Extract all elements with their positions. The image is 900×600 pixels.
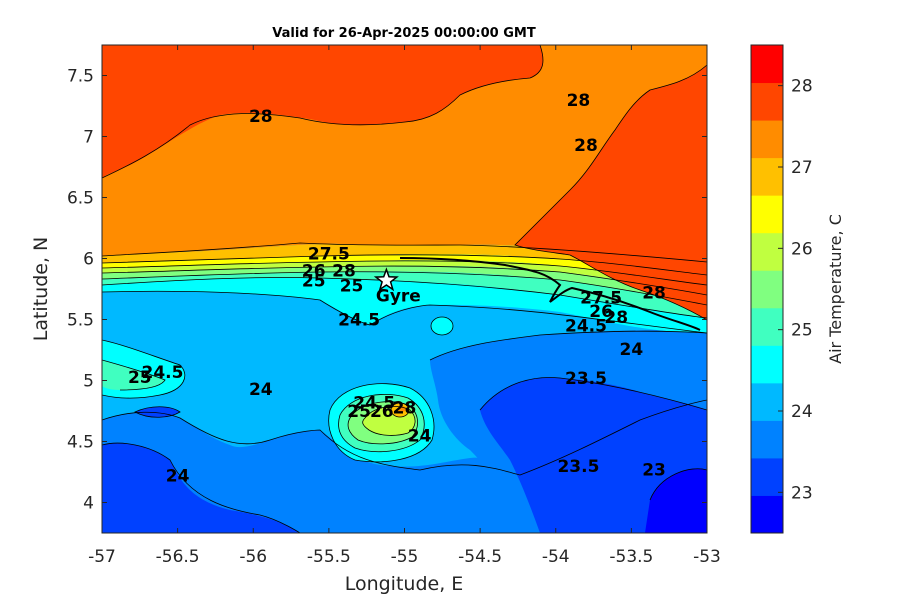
contour-label: 24.5 xyxy=(565,317,607,337)
colorbar-swatch xyxy=(751,420,783,459)
contour-label: 28 xyxy=(393,398,417,418)
y-tick-label: 5.5 xyxy=(67,311,94,331)
contour-label: 24.5 xyxy=(353,393,395,413)
band-28-northwest xyxy=(102,45,543,178)
filled-contours xyxy=(102,45,707,533)
contour-label: 23 xyxy=(642,461,666,481)
contour-label: 25 xyxy=(347,402,371,422)
contour-label: 27.5 xyxy=(580,289,622,309)
x-tick-label: -56 xyxy=(239,547,267,567)
colorbar-frame xyxy=(750,44,784,534)
colorbar-swatch xyxy=(751,45,783,84)
contour-label: 24.5 xyxy=(338,311,380,331)
contour-label: 25 xyxy=(340,276,364,296)
band-24-5-front xyxy=(102,277,707,333)
y-tick-label: 4.5 xyxy=(67,433,94,453)
star-marker-icon xyxy=(373,267,399,292)
marker-label: Gyre xyxy=(376,286,421,306)
band-22-5-patch xyxy=(645,468,707,533)
y-tick-label: 7 xyxy=(83,128,94,148)
colorbar-swatch xyxy=(751,457,783,496)
contour-label: 26 xyxy=(302,262,326,282)
x-axis-label: Longitude, E xyxy=(345,573,464,595)
x-tick-label: -54.5 xyxy=(458,547,502,567)
y-tick-label: 7.5 xyxy=(67,67,94,87)
contour-label: 25 xyxy=(302,271,326,291)
y-tick-label: 6 xyxy=(83,250,94,270)
contour-label: 28 xyxy=(567,91,591,111)
band-26-front xyxy=(102,260,707,295)
x-tick-label: -56.5 xyxy=(156,547,200,567)
y-axis-label: Latitude, N xyxy=(30,237,52,342)
colorbar-swatch xyxy=(751,195,783,234)
contour-label: 28 xyxy=(332,262,356,282)
colorbar-swatch xyxy=(751,120,783,159)
x-tick-label: -53 xyxy=(693,547,721,567)
colorbar-tick-label: 25 xyxy=(791,321,813,341)
x-tick-label: -54 xyxy=(542,547,570,567)
x-axis: -57 -56.5 -56 -55.5 -55 -54.5 -54 -53.5 -53 xyxy=(88,45,721,567)
colorbar-label: Air Temperature, C xyxy=(826,214,845,364)
contour-lines xyxy=(102,45,707,533)
band-24-5-islet xyxy=(431,317,453,335)
x-tick-label: -57 xyxy=(88,547,116,567)
colorbar-tick-label: 28 xyxy=(791,77,813,97)
y-axis: 7.5 7 6.5 6 5.5 5 4.5 4 xyxy=(67,67,707,514)
contour-label: 28 xyxy=(574,136,598,156)
band-28-east xyxy=(515,65,707,320)
band-25-front xyxy=(102,271,707,318)
x-tick-label: -55 xyxy=(391,547,419,567)
band-23-southwest xyxy=(102,443,300,533)
colorbar-swatch xyxy=(751,157,783,196)
station-markers: Gyre xyxy=(373,267,421,306)
contour-label: 24 xyxy=(408,426,432,446)
contour-label: 24 xyxy=(249,380,273,400)
colorbar-swatch xyxy=(751,232,783,271)
contour-label: 28 xyxy=(249,107,273,127)
y-tick-label: 6.5 xyxy=(67,189,94,209)
band-25-west xyxy=(102,360,165,390)
contour-label: 24.5 xyxy=(142,363,184,383)
y-tick-label: 5 xyxy=(83,372,94,392)
contour-label: 28 xyxy=(642,284,666,304)
band-26-5-front xyxy=(102,254,707,285)
contour-label: 24 xyxy=(620,340,644,360)
band-25-5-front xyxy=(102,265,707,305)
colorbar-swatch xyxy=(751,307,783,346)
contour-label: 26 xyxy=(370,402,394,422)
colorbar-tick-label: 23 xyxy=(791,483,813,503)
contour-label: 27.5 xyxy=(308,245,350,265)
contour-label: 23.5 xyxy=(565,369,607,389)
contour-label: 24 xyxy=(166,467,190,487)
coastline xyxy=(399,257,701,331)
chart-title: Valid for 26-Apr-2025 00:00:00 GMT xyxy=(272,26,536,41)
contour-label: 26 xyxy=(589,302,613,322)
colorbar-swatch xyxy=(751,345,783,384)
x-tick-label: -53.5 xyxy=(609,547,653,567)
colorbar-swatch xyxy=(751,495,783,534)
contour-label: 28 xyxy=(604,308,628,328)
colorbar-tick-label: 24 xyxy=(791,402,813,422)
contour-label: 25 xyxy=(128,368,152,388)
x-tick-label: -55.5 xyxy=(307,547,351,567)
contour-label: 23.5 xyxy=(557,457,599,477)
colorbar: 28 27 26 25 24 23 xyxy=(750,44,813,534)
colorbar-tick-label: 27 xyxy=(791,158,813,178)
colorbar-tick-label: 26 xyxy=(791,239,813,259)
y-tick-label: 4 xyxy=(83,494,94,514)
colorbar-swatch xyxy=(751,382,783,421)
colorbar-swatch xyxy=(751,82,783,121)
colorbar-swatch xyxy=(751,270,783,309)
